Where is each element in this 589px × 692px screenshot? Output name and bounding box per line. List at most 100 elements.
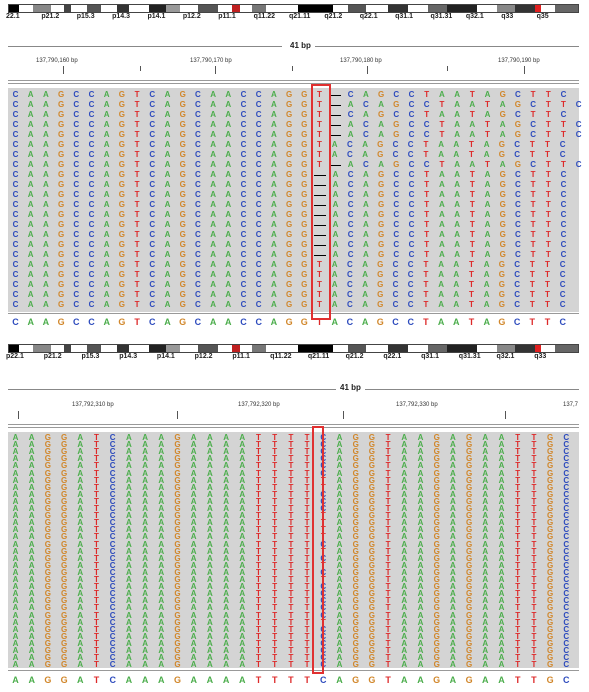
read-base: A: [482, 496, 489, 506]
read-base: T: [515, 560, 521, 570]
read-base: A: [239, 567, 246, 577]
read-base: C: [149, 130, 156, 139]
read-base: T: [94, 603, 99, 613]
read-base: C: [347, 110, 354, 119]
read-base: G: [174, 539, 181, 549]
read-base: G: [179, 100, 186, 109]
ruler[interactable]: 41 bp 137,790,160 bp 137,790,170 bp 137,…: [0, 38, 589, 84]
read-base: A: [482, 603, 489, 613]
read-base: T: [94, 617, 99, 627]
read-base: A: [482, 582, 489, 592]
read-base: G: [174, 582, 181, 592]
ruler[interactable]: 41 bp 137,792,310 bp 137,792,320 bp 137,…: [0, 380, 589, 432]
read-base: T: [288, 440, 294, 450]
read-base: A: [27, 100, 34, 109]
read-base: A: [223, 468, 229, 478]
read-base: A: [223, 553, 229, 563]
read-base: T: [304, 482, 310, 492]
chromosome-ideogram[interactable]: [0, 344, 589, 368]
read-base: C: [408, 210, 415, 219]
read-base: A: [43, 200, 49, 209]
read-base: A: [417, 518, 424, 528]
chromosome-band: [18, 5, 33, 12]
read-base: T: [288, 560, 294, 570]
read-base: A: [190, 653, 197, 663]
read-base: A: [453, 300, 460, 309]
read-base: A: [190, 610, 197, 620]
read-base: T: [469, 90, 475, 99]
read-base: T: [256, 525, 261, 535]
read-base: A: [417, 546, 424, 556]
read-base: T: [531, 489, 537, 499]
read-base: A: [454, 170, 460, 179]
read-base: T: [94, 532, 99, 542]
read-base: A: [207, 489, 213, 499]
read-base: A: [28, 518, 35, 528]
read-base: G: [352, 617, 359, 627]
read-base: C: [408, 220, 415, 229]
deletion-line: [314, 205, 326, 206]
read-base: T: [272, 617, 278, 627]
chromosome-band: [535, 345, 542, 352]
chromosome-ideogram[interactable]: [0, 4, 589, 28]
read-base: A: [271, 290, 277, 299]
read-base: A: [164, 130, 171, 139]
read-base: G: [44, 631, 51, 641]
read-base: A: [207, 560, 213, 570]
read-base: A: [271, 210, 277, 219]
read-base: T: [134, 100, 140, 109]
read-base: T: [134, 210, 140, 219]
read-base: C: [563, 482, 570, 492]
read-base: C: [515, 250, 521, 259]
read-base: G: [546, 603, 554, 613]
read-base: G: [301, 240, 308, 249]
read-base: G: [465, 539, 473, 549]
